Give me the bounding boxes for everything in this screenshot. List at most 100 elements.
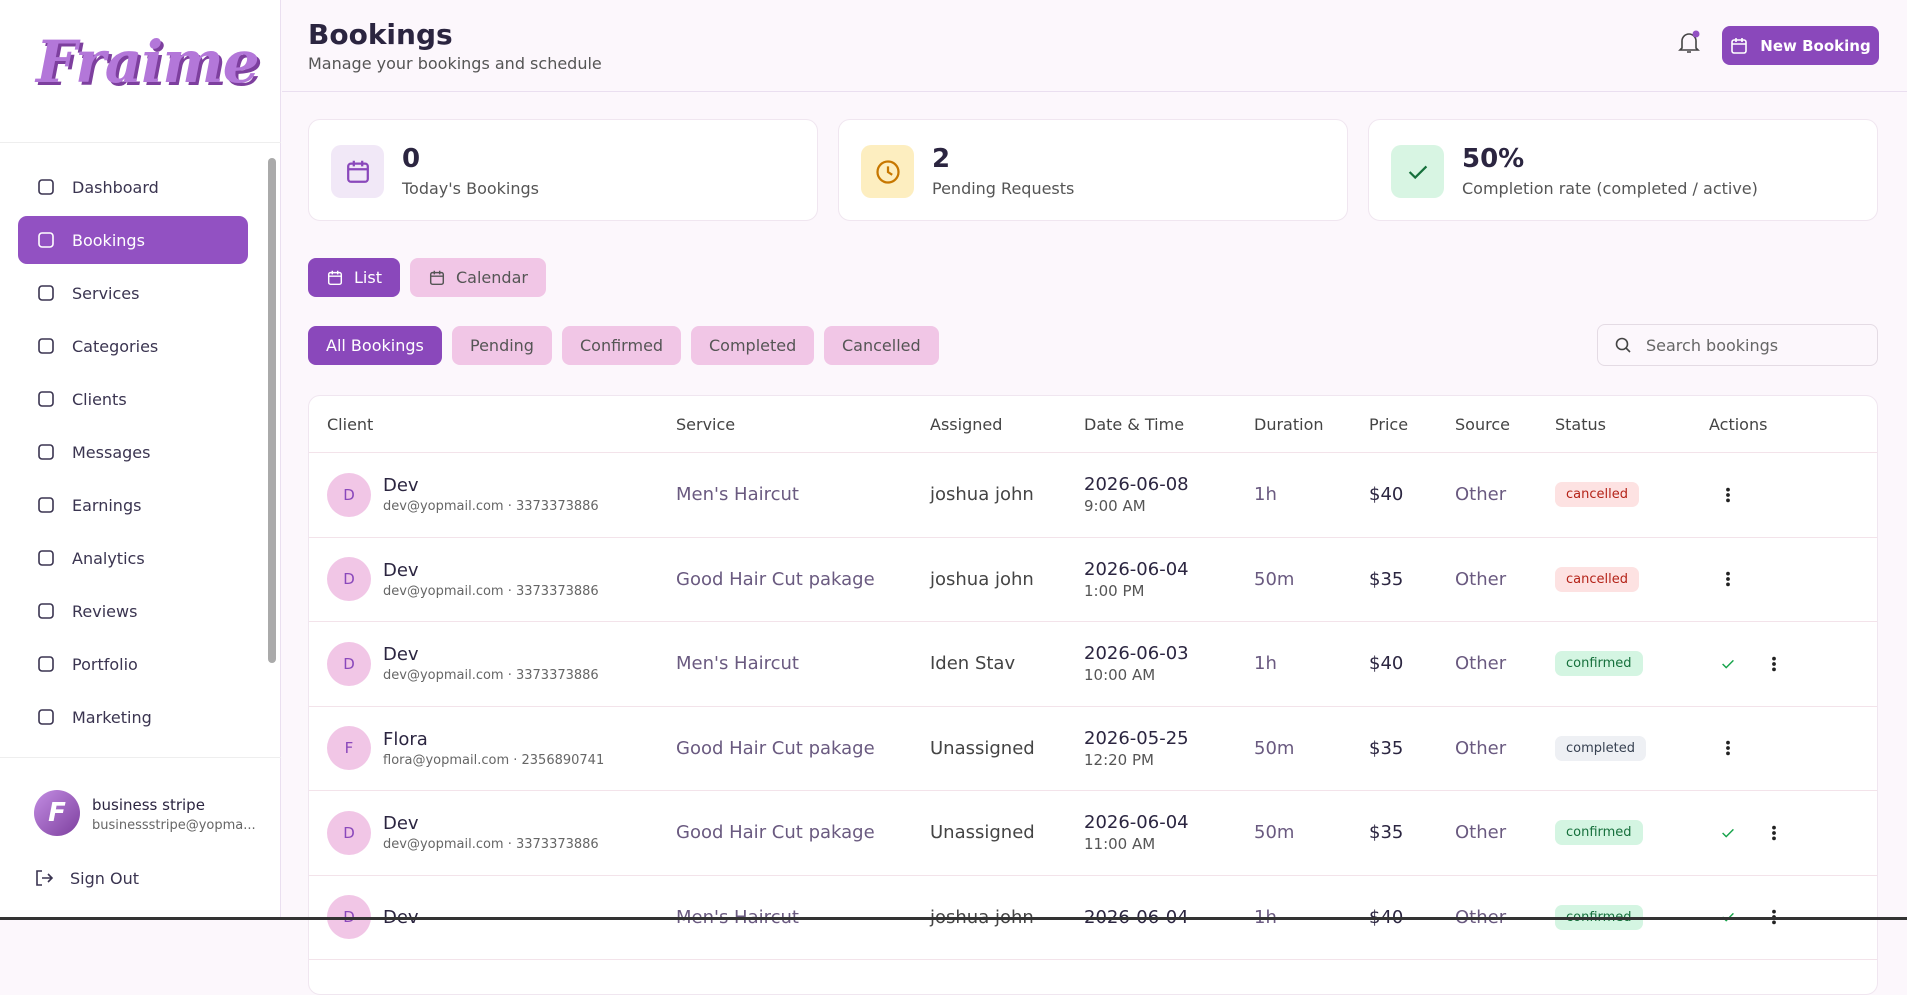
search-icon [1615,337,1631,353]
stat-label: Pending Requests [932,179,1075,198]
view-button[interactable]: Calendar [410,258,546,297]
duration: 50m [1254,737,1295,759]
status-cell: confirmed [1555,651,1709,677]
table-row: D Dev dev@yopmail.com · 3373373886 Good Hai… [309,791,1877,876]
scrollbar[interactable] [268,158,276,663]
nav-label: Messages [72,442,151,462]
nav-item[interactable]: Portfolio [18,640,248,688]
client-name: Flora [383,728,428,750]
stat-icon [861,145,914,198]
filter-tab[interactable]: All Bookings [308,326,442,365]
sidebar: Fraime Dashboard Bookings Services Categori… [0,0,281,920]
client-contact: dev@yopmail.com · 3373373886 [383,837,599,853]
status-badge: confirmed [1555,820,1643,846]
search-box[interactable]: Search bookings [1597,324,1878,366]
source: Other [1455,484,1507,506]
icon [38,179,54,195]
assigned: joshua john [930,568,1034,590]
icon [38,550,54,566]
filter-tab[interactable]: Cancelled [824,326,939,365]
page-title: Bookings [308,18,453,51]
nav-item[interactable]: Clients [18,375,248,423]
time: 11:00 AM [1084,835,1156,854]
column-header: Actions [1709,414,1768,434]
logo[interactable]: Fraime [36,28,260,96]
stat-card: 50% Completion rate (completed / active) [1368,119,1878,221]
nav-item[interactable]: Services [18,269,248,317]
column-header: Date & Time [1084,414,1185,434]
duration: 50m [1254,822,1295,844]
nav-item[interactable]: Bookings [18,216,248,264]
assigned: joshua john [930,484,1034,506]
nav-item[interactable]: Support [18,746,248,757]
duration: 1h [1254,484,1277,506]
nav-list: Dashboard Bookings Services Categories Clien… [18,163,248,757]
time: 12:20 PM [1084,750,1154,769]
more-actions[interactable] [1765,824,1783,842]
price: $35 [1369,822,1404,844]
more-actions[interactable] [1719,570,1737,588]
filter-tab[interactable]: Completed [691,326,815,365]
status-cell: cancelled [1555,482,1709,508]
user-name: business stripe [92,796,205,814]
table-row: D Dev dev@yopmail.com · 3373373886 Men's Ha… [309,453,1877,538]
column-header: Service [676,414,736,434]
nav-item[interactable]: Categories [18,322,248,370]
actions [1709,655,1877,673]
more-actions[interactable] [1765,655,1783,673]
client-name: Dev [383,813,419,835]
time: 1:00 PM [1084,581,1145,600]
nav-item[interactable]: Earnings [18,481,248,529]
more-actions[interactable] [1719,486,1737,504]
nav-item[interactable]: Messages [18,428,248,476]
client-cell: F Flora flora@yopmail.com · 2356890741 [309,726,676,771]
client-avatar: D [327,557,371,602]
table-row: F Flora flora@yopmail.com · 2356890741 Good… [309,707,1877,791]
nav-label: Bookings [72,230,145,250]
view-label: Calendar [456,268,528,287]
sign-out-icon [36,870,54,886]
date: 2026-06-03 [1084,643,1189,665]
client-avatar: D [327,472,371,517]
nav-item[interactable]: Analytics [18,534,248,582]
confirm-action[interactable] [1719,824,1737,842]
client-cell: D Dev dev@yopmail.com · 3373373886 [309,810,676,855]
nav-item[interactable]: Marketing [18,693,248,741]
icon [38,391,54,407]
column-header: Client [327,414,374,434]
icon [429,270,445,285]
price: $35 [1369,737,1404,759]
nav-label: Categories [72,336,159,356]
nav-label: Services [72,283,140,303]
client-info: Dev dev@yopmail.com · 3373373886 [383,644,599,683]
status-badge: cancelled [1555,482,1639,508]
client-info: Dev dev@yopmail.com · 3373373886 [383,813,599,852]
table-header: Client Service Assigned Date & Time Duration… [309,396,1877,453]
view-label: List [354,268,382,287]
client-info: Dev dev@yopmail.com · 3373373886 [383,475,599,514]
client-contact: dev@yopmail.com · 3373373886 [383,583,599,599]
stat-value: 0 [402,144,421,174]
nav-item[interactable]: Reviews [18,587,248,635]
client-name: Dev [383,559,419,581]
source: Other [1455,737,1507,759]
date: 2026-05-25 [1084,727,1189,749]
service: Men's Haircut [676,653,799,675]
icon [327,270,343,285]
duration: 50m [1254,568,1295,590]
nav-label: Clients [72,389,127,409]
view-button[interactable]: List [308,258,400,297]
filter-tab[interactable]: Confirmed [562,326,682,365]
service: Men's Haircut [676,484,799,506]
more-actions[interactable] [1719,739,1737,757]
new-booking-button[interactable]: New Booking [1722,26,1879,65]
sign-out[interactable]: Sign Out [34,868,139,888]
filter-tab[interactable]: Pending [452,326,552,365]
table-row: D Dev dev@yopmail.com · 3373373886 Men's Ha… [309,622,1877,707]
confirm-action[interactable] [1719,655,1737,673]
nav-area: Dashboard Bookings Services Categories Clien… [0,142,281,757]
nav-item[interactable]: Dashboard [18,163,248,211]
source: Other [1455,822,1507,844]
notifications[interactable] [1676,30,1702,56]
page-subtitle: Manage your bookings and schedule [308,54,602,73]
